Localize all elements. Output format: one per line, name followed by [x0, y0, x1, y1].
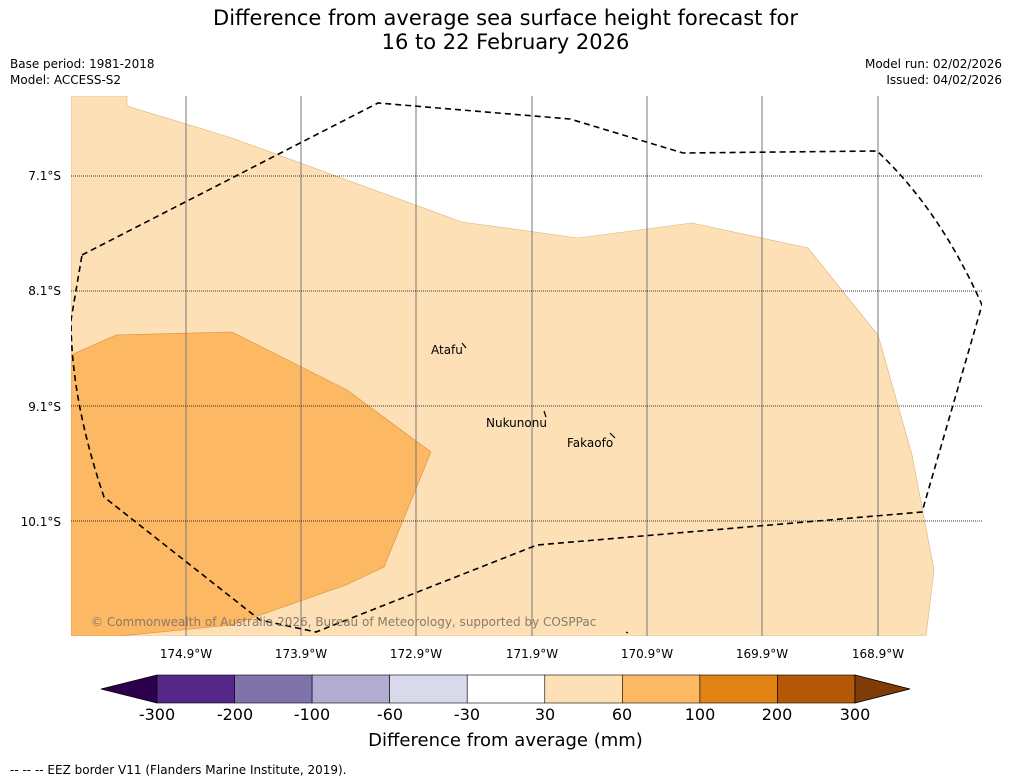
- place-label-fakaofo: Fakaofo: [567, 436, 613, 450]
- lon-label: 169.9°W: [736, 647, 788, 661]
- model-info: Base period: 1981-2018 Model: ACCESS-S2: [10, 56, 155, 88]
- colorbar-segment: [699, 674, 778, 704]
- lon-label: 168.9°W: [852, 647, 904, 661]
- title-line-1: Difference from average sea surface heig…: [213, 6, 798, 30]
- colorbar-tick-label: -300: [139, 705, 175, 724]
- colorbar-segment: [156, 674, 235, 704]
- fakaofo-atoll-icon: [609, 432, 616, 439]
- colorbar-segment: [311, 674, 390, 704]
- colorbar-tick-label: 200: [762, 705, 793, 724]
- colorbar-tick-label: -200: [217, 705, 253, 724]
- colorbar-tick-label: -60: [377, 705, 403, 724]
- colorbar-segment: [622, 674, 701, 704]
- lon-label: 174.9°W: [160, 647, 212, 661]
- lat-label: 9.1°S: [28, 400, 61, 414]
- colorbar-segment: [234, 674, 313, 704]
- atolls: [461, 342, 629, 634]
- colorbar: [100, 674, 911, 704]
- colorbar-segment: [777, 674, 856, 704]
- colorbar-extend-high: [854, 674, 911, 704]
- colorbar-ticks: -300 -200 -100 -60 -30 30 60 100 200 300: [139, 705, 870, 724]
- colorbar-segment: [389, 674, 468, 704]
- base-period: Base period: 1981-2018: [10, 57, 155, 71]
- lon-label: 171.9°W: [506, 647, 558, 661]
- swains-island-icon: [625, 631, 629, 634]
- place-label-atafu: Atafu: [431, 343, 463, 357]
- colorbar-tick-label: 300: [840, 705, 871, 724]
- meridians: [185, 96, 879, 636]
- map-area: [71, 96, 935, 636]
- colorbar-segment: [544, 674, 623, 704]
- model-run: Model run: 02/02/2026: [864, 57, 1002, 71]
- colorbar-extend-low: [100, 674, 158, 704]
- lon-label: 173.9°W: [275, 647, 327, 661]
- lon-label: 170.9°W: [621, 647, 673, 661]
- run-info: Model run: 02/02/2026 Issued: 04/02/2026: [865, 56, 1002, 88]
- nukunonu-atoll-icon: [543, 410, 547, 418]
- lat-label: 8.1°S: [28, 284, 61, 298]
- anomaly-region-60-100: [71, 331, 432, 636]
- map-title: Difference from average sea surface heig…: [0, 6, 1011, 54]
- colorbar-title: Difference from average (mm): [368, 730, 643, 751]
- lat-label: 10.1°S: [21, 515, 61, 529]
- colorbar-segment: [466, 674, 546, 704]
- colorbar-tick-label: 60: [612, 705, 632, 724]
- lat-label: 7.1°S: [28, 169, 61, 183]
- model-name: Model: ACCESS-S2: [10, 73, 122, 87]
- lon-label: 172.9°W: [390, 647, 442, 661]
- place-label-nukunonu: Nukunonu: [486, 416, 547, 430]
- colorbar-tick-label: 100: [685, 705, 716, 724]
- eez-border: [71, 102, 982, 633]
- atafu-atoll-icon: [461, 342, 467, 349]
- colorbar-tick-label: 30: [535, 705, 555, 724]
- copyright-text: © Commonwealth of Australia 2026, Bureau…: [91, 615, 596, 629]
- title-line-2: 16 to 22 February 2026: [381, 30, 630, 54]
- colorbar-tick-label: -30: [454, 705, 480, 724]
- eez-legend-note: -- -- -- EEZ border V11 (Flanders Marine…: [10, 763, 347, 777]
- issued-date: Issued: 04/02/2026: [886, 73, 1002, 87]
- colorbar-tick-label: -100: [294, 705, 330, 724]
